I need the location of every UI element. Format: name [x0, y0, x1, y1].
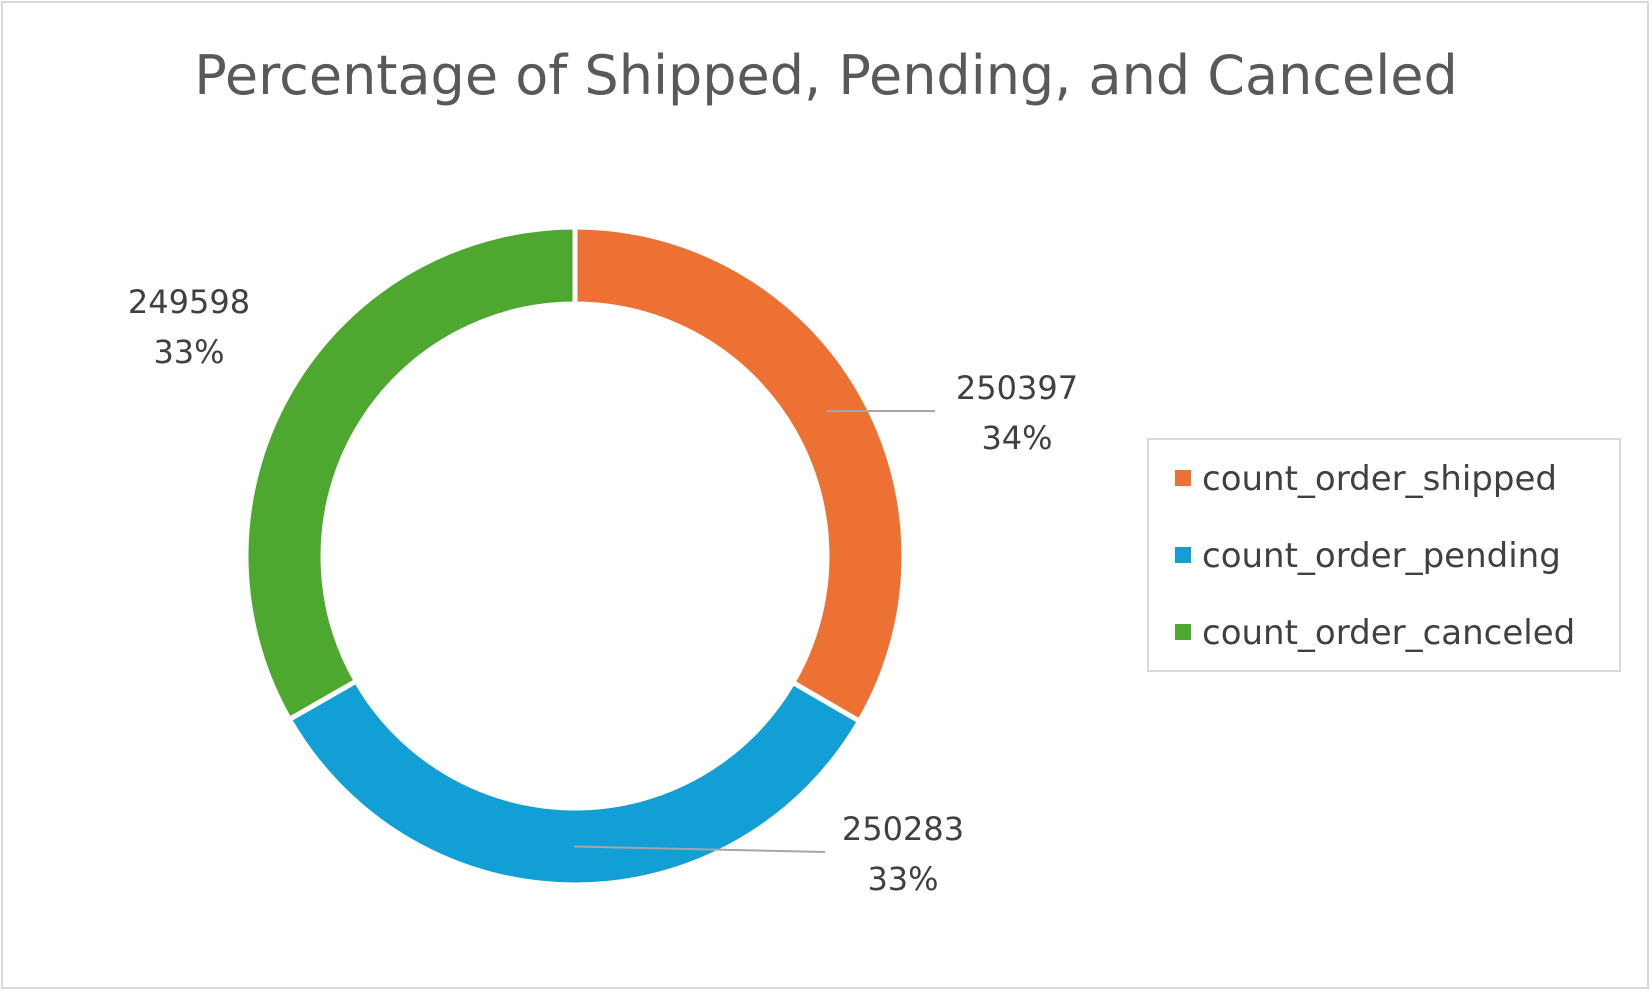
slice-count-order-canceled: [243, 224, 578, 723]
data-label-group: 250397 34% 250283 33% 249598 33%: [128, 283, 1078, 898]
leader-line-count-order-pending: [574, 845, 826, 853]
legend-swatch-count-order-canceled: [1175, 624, 1191, 640]
legend-label-count-order-canceled: count_order_canceled: [1202, 613, 1575, 653]
data-label-value: 249598: [128, 283, 250, 321]
slice-group: [243, 224, 907, 888]
data-label-value: 250397: [956, 369, 1078, 407]
legend-swatch-count-order-pending: [1175, 547, 1191, 563]
legend: count_order_shipped count_order_pendingco…: [1175, 459, 1575, 653]
slice-count-order-shipped: [572, 224, 907, 725]
data-label-percent: 33%: [153, 333, 224, 371]
leader-line-group: [574, 410, 936, 853]
legend-label-count-order-pending: count_order_pending: [1202, 536, 1561, 576]
data-label-percent: 34%: [981, 419, 1052, 457]
slice-count-order-pending: [285, 677, 863, 888]
data-label-value: 250283: [842, 810, 964, 848]
data-label-percent: 33%: [867, 860, 938, 898]
legend-swatch-count-order-shipped: [1175, 470, 1191, 486]
legend-box: [1147, 438, 1621, 672]
chart-title: Percentage of Shipped, Pending, and Canc…: [194, 44, 1457, 107]
legend-label-count-order-shipped: count_order_shipped: [1202, 459, 1557, 499]
